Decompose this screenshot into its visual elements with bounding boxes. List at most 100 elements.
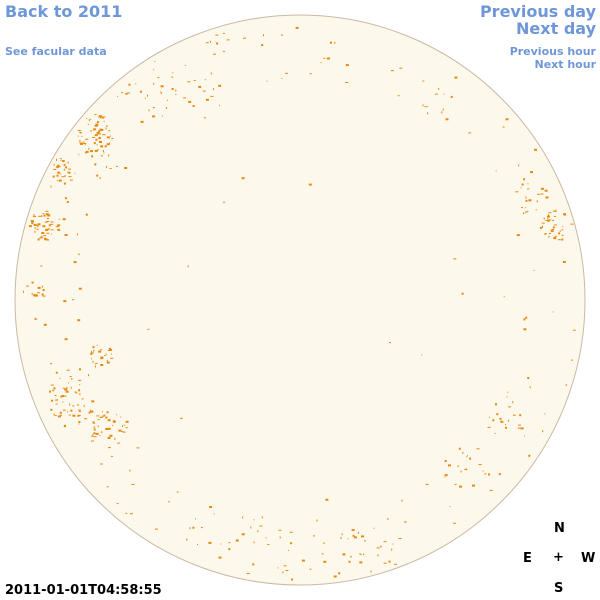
sunspot-mark <box>528 454 531 457</box>
solar-disk <box>14 14 586 586</box>
sunspot-mark <box>427 112 428 115</box>
sunspot-mark <box>91 155 94 158</box>
sunspot-mark <box>56 174 59 177</box>
sunspot-mark <box>63 164 65 167</box>
sunspot-mark <box>552 311 554 313</box>
sunspot-mark <box>135 83 137 85</box>
sunspot-mark <box>97 116 101 118</box>
previous-hour-link[interactable]: Previous hour <box>509 45 596 58</box>
next-day-link[interactable]: Next day <box>516 19 596 38</box>
sunspot-mark <box>50 185 52 188</box>
sunspot-mark <box>323 560 327 563</box>
sunspot-mark <box>26 285 30 287</box>
sunspot-mark <box>422 104 424 107</box>
sunspot-mark <box>84 144 86 146</box>
sunspot-mark <box>228 548 231 551</box>
sunspot-mark <box>94 134 98 137</box>
sunspot-mark <box>46 229 50 231</box>
sunspot-mark <box>47 228 50 230</box>
sunspot-mark <box>188 100 192 103</box>
sunspot-mark <box>359 553 362 555</box>
sunspot-mark <box>518 164 520 167</box>
sunspot-mark <box>69 376 72 377</box>
sunspot-mark <box>466 456 468 458</box>
sunspot-mark <box>195 518 196 520</box>
sunspot-mark <box>210 95 214 97</box>
sunspot-mark <box>309 73 312 75</box>
sunspot-mark <box>111 138 114 139</box>
sunspot-mark <box>105 428 109 430</box>
sunspot-mark <box>291 578 294 581</box>
sunspot-mark <box>31 222 34 225</box>
sunspot-mark <box>45 213 49 216</box>
sunspot-mark <box>81 135 83 137</box>
sunspot-mark <box>77 130 81 131</box>
sunspot-mark <box>95 138 98 141</box>
sunspot-mark <box>88 147 90 150</box>
sunspot-mark <box>96 149 99 151</box>
sunspot-mark <box>112 420 116 423</box>
sunspot-mark <box>80 142 83 145</box>
sunspot-mark <box>364 539 366 542</box>
sunspot-mark <box>78 423 80 425</box>
sunspot-mark <box>512 414 516 416</box>
sunspot-mark <box>70 386 72 389</box>
sunspot-mark <box>57 171 61 174</box>
sunspot-mark <box>453 258 457 260</box>
sunspot-mark <box>222 32 225 34</box>
sunspot-mark <box>53 390 55 392</box>
sunspot-mark <box>313 535 315 537</box>
sunspot-mark <box>105 127 107 130</box>
sunspot-mark <box>140 120 144 123</box>
sunspot-mark <box>117 95 118 97</box>
sunspot-mark <box>45 210 49 212</box>
sunspot-mark <box>165 107 167 109</box>
sunspot-mark <box>90 410 94 413</box>
sunspot-mark <box>65 390 69 393</box>
sunspot-mark <box>125 512 128 514</box>
sunspot-mark <box>124 424 126 426</box>
sunspot-mark <box>213 513 215 515</box>
sunspot-mark <box>72 405 75 407</box>
sunspot-mark <box>55 371 58 374</box>
sunspot-mark <box>34 230 36 233</box>
sunspot-mark <box>460 470 462 473</box>
sunspot-mark <box>90 352 93 355</box>
next-hour-link[interactable]: Next hour <box>534 58 597 71</box>
sunspot-mark <box>50 408 53 411</box>
sunspot-mark <box>521 207 524 209</box>
sunspot-mark <box>441 111 443 114</box>
sunspot-mark <box>81 398 84 400</box>
sunspot-mark <box>261 516 263 519</box>
sunspot-mark <box>34 317 36 320</box>
sunspot-mark <box>114 437 116 440</box>
compass-south-label: S <box>554 581 564 596</box>
sunspot-mark <box>107 436 111 439</box>
sunspot-mark <box>94 149 98 152</box>
sunspot-mark <box>461 292 464 295</box>
sunspot-mark <box>345 82 349 83</box>
sunspot-mark <box>555 209 557 212</box>
sunspot-mark <box>466 468 468 471</box>
sunspot-mark <box>91 440 95 442</box>
sunspot-mark <box>228 542 231 544</box>
sunspot-mark <box>78 420 81 423</box>
sunspot-mark <box>60 395 63 398</box>
sunspot-mark <box>100 356 104 359</box>
compass-north-label: N <box>554 521 565 536</box>
sunspot-mark <box>58 179 62 182</box>
sunspot-mark <box>90 130 93 132</box>
previous-day-link[interactable]: Previous day <box>479 2 596 21</box>
sunspot-mark <box>202 90 206 92</box>
sunspot-mark <box>544 233 547 235</box>
sunspot-mark <box>23 290 24 293</box>
sunspot-mark <box>222 50 225 52</box>
sunspot-mark <box>210 72 212 75</box>
sunspot-mark <box>90 118 92 120</box>
sunspot-mark <box>535 209 537 211</box>
back-to-year-link[interactable]: Back to 2011 <box>5 2 123 21</box>
facular-data-link[interactable]: See facular data <box>5 45 107 58</box>
sunspot-mark <box>279 536 281 539</box>
sunspot-mark <box>96 344 98 346</box>
sunspot-mark <box>95 432 99 435</box>
